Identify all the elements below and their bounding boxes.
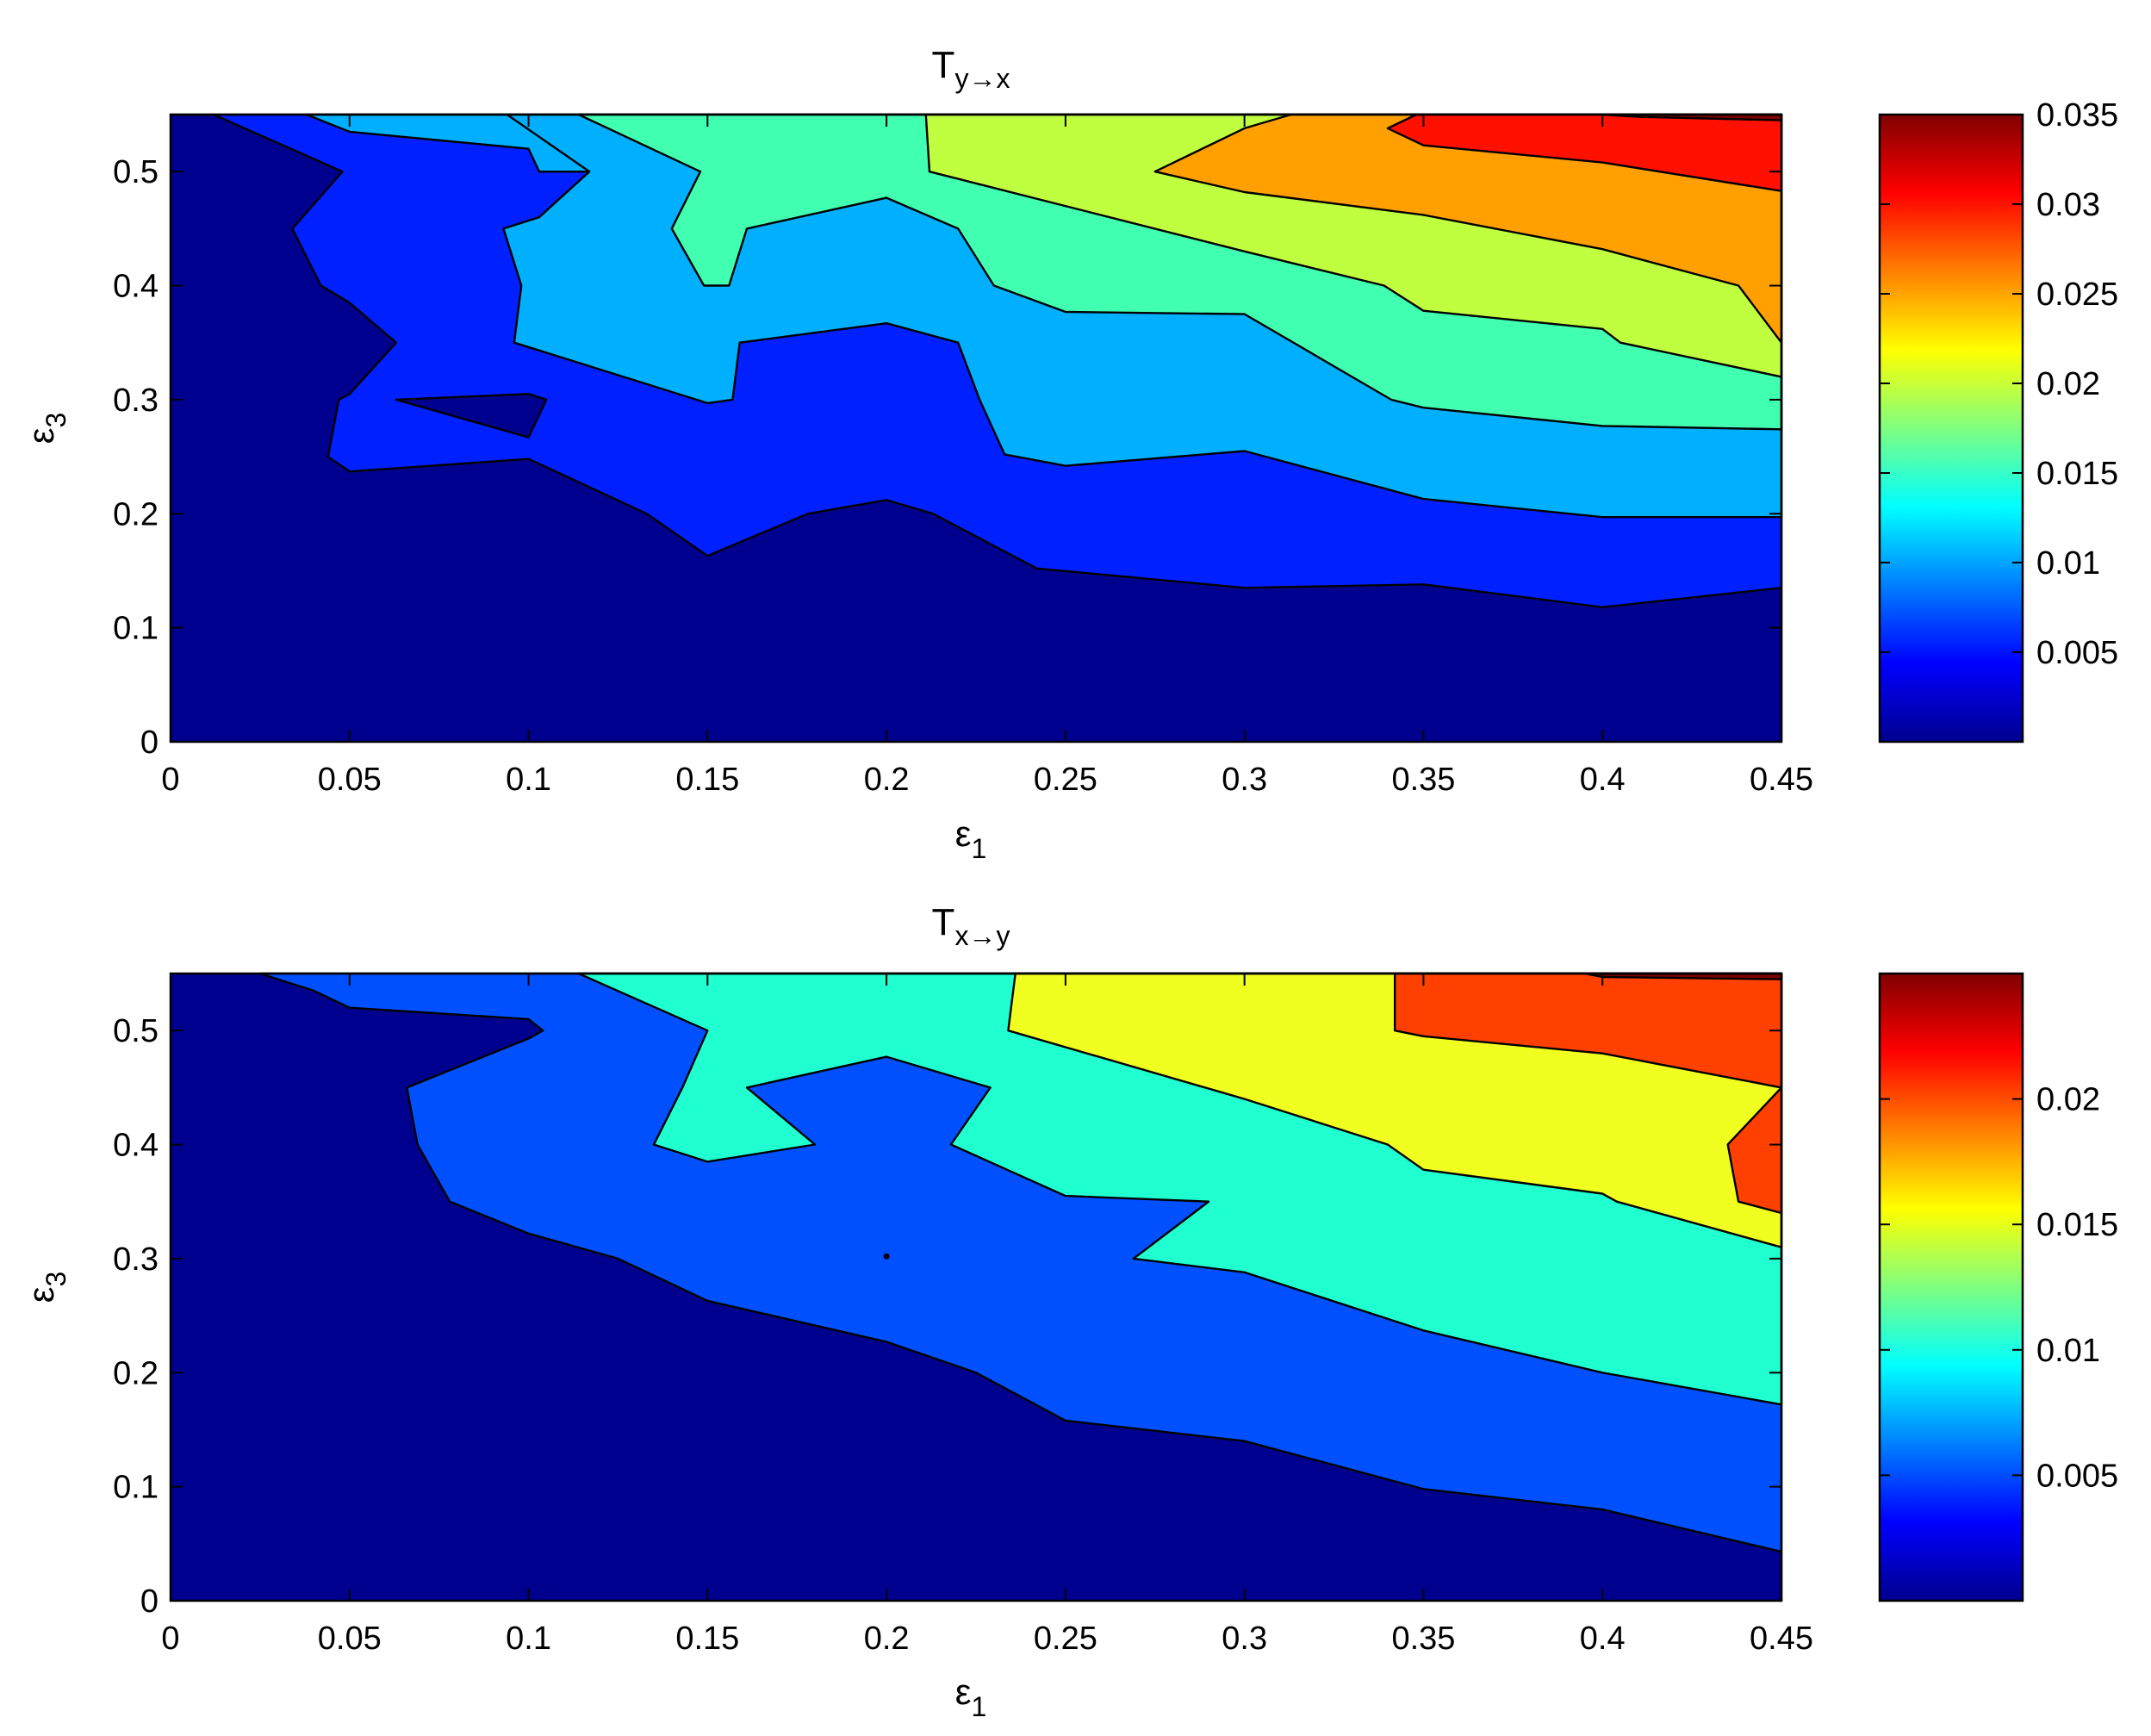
x-tick-label: 0.15 <box>675 1621 739 1657</box>
colorbar-tick-label: 0.035 <box>2036 97 2118 134</box>
y-tick-label: 0.2 <box>113 496 159 532</box>
plot-area <box>169 113 1783 744</box>
x-tick-label: 0 <box>161 762 179 798</box>
colorbar-tick-label: 0.02 <box>2036 1082 2100 1118</box>
x-tick-label: 0.1 <box>506 762 551 798</box>
contour-regions <box>258 972 1783 1602</box>
y-tick-label: 0.1 <box>113 1470 159 1506</box>
y-tick-label: 0.3 <box>113 1241 159 1278</box>
colorbar-tick-label: 0.005 <box>2036 635 2118 671</box>
y-tick-label: 0 <box>140 1584 159 1620</box>
colorbar-tick-label: 0.025 <box>2036 277 2118 313</box>
y-tick-label: 0.1 <box>113 611 159 647</box>
colorbar-gradient <box>1878 113 2024 744</box>
y-tick-label: 0.4 <box>113 269 159 305</box>
colorbar-tick-label: 0.005 <box>2036 1458 2118 1494</box>
colorbar-tick-label: 0.01 <box>2036 1333 2100 1369</box>
x-tick-label: 0.45 <box>1750 1621 1813 1657</box>
x-tick-label: 0.1 <box>506 1621 551 1657</box>
x-tick-label: 0.25 <box>1034 1621 1097 1657</box>
x-tick-label: 0.25 <box>1034 762 1097 798</box>
y-tick-label: 0.5 <box>113 154 159 190</box>
y-tick-label: 0.5 <box>113 1013 159 1049</box>
x-tick-label: 0.45 <box>1750 762 1813 798</box>
colorbar-tick-label: 0.01 <box>2036 545 2100 582</box>
plot-frame <box>169 972 1783 1602</box>
colorbar-gradient <box>1878 972 2024 1602</box>
y-axis-ticks: 0 0.1 0.2 0.3 0.4 0.5 <box>113 154 1781 761</box>
x-tick-label: 0.2 <box>864 1621 910 1657</box>
chart-title: Ty→x <box>932 44 1010 94</box>
colorbar-tick-label: 0.02 <box>2036 366 2100 402</box>
x-tick-label: 0.4 <box>1580 762 1626 798</box>
x-tick-label: 0 <box>161 1621 179 1657</box>
colorbar-tick-label: 0.015 <box>2036 1207 2118 1243</box>
y-axis-ticks: 0 0.1 0.2 0.3 0.4 0.5 <box>113 1013 1781 1620</box>
x-tick-label: 0.2 <box>864 762 910 798</box>
contour-point <box>883 1253 890 1260</box>
colorbar-tick-label: 0.015 <box>2036 456 2118 492</box>
contour-panel-top: Ty→x 0 0.05 0.1 0.15 0.2 0.25 0.3 0.35 0.4 0.45 0… <box>21 44 2118 864</box>
x-tick-label: 0.35 <box>1391 1621 1455 1657</box>
y-tick-label: 0.3 <box>113 383 159 419</box>
colorbar: 0.005 0.01 0.015 0.02 0.025 0.03 0.035 <box>1878 97 2118 744</box>
plot-frame <box>169 113 1783 744</box>
x-tick-label: 0.15 <box>675 762 739 798</box>
x-axis-ticks: 0 0.05 0.1 0.15 0.2 0.25 0.3 0.35 0.4 0.45 <box>161 115 1813 798</box>
x-tick-label: 0.05 <box>318 1621 382 1657</box>
x-tick-label: 0.3 <box>1222 1621 1267 1657</box>
y-tick-label: 0.4 <box>113 1128 159 1164</box>
x-tick-label: 0.4 <box>1580 1621 1626 1657</box>
plot-area <box>169 972 1783 1602</box>
colorbar-ticks: 0.005 0.01 0.015 0.02 <box>1880 1082 2118 1494</box>
x-axis-label: ε1 <box>955 1671 987 1722</box>
x-tick-label: 0.35 <box>1391 762 1455 798</box>
y-tick-label: 0.2 <box>113 1355 159 1391</box>
y-axis-label: ε3 <box>21 413 71 445</box>
colorbar: 0.005 0.01 0.015 0.02 <box>1878 972 2118 1602</box>
contour-panel-bottom: Tx→y 0 0.05 0.1 0.15 0.2 0.25 0.3 0.35 0.4 0.45 0… <box>21 901 2118 1722</box>
y-axis-label: ε3 <box>21 1272 71 1304</box>
chart-title: Tx→y <box>932 901 1010 951</box>
x-tick-label: 0.3 <box>1222 762 1267 798</box>
x-tick-label: 0.05 <box>318 762 382 798</box>
contour-regions <box>169 113 1783 744</box>
colorbar-ticks: 0.005 0.01 0.015 0.02 0.025 0.03 0.035 <box>1880 97 2118 671</box>
x-axis-label: ε1 <box>955 813 987 864</box>
y-tick-label: 0 <box>140 725 159 761</box>
x-axis-ticks: 0 0.05 0.1 0.15 0.2 0.25 0.3 0.35 0.4 0.45 <box>161 974 1813 1657</box>
colorbar-tick-label: 0.03 <box>2036 187 2100 223</box>
